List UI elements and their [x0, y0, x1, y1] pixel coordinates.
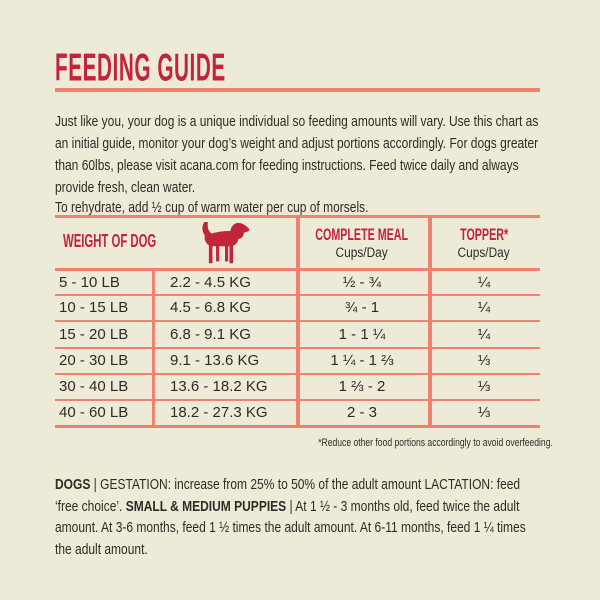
table-gridline: [296, 215, 300, 428]
cell-topper: ⅓: [477, 378, 491, 395]
cell-complete-meal: 1 ¼ - 1 ⅔: [330, 352, 394, 369]
cell-complete-meal: 1 ⅔ - 2: [338, 378, 386, 395]
column-header-weight: WEIGHT OF DOG: [63, 215, 211, 268]
cell-complete-meal: ¾ - 1: [344, 299, 380, 316]
cell-topper: ¼: [477, 299, 491, 316]
table-footnote: *Reduce other food portions accordingly …: [318, 437, 553, 449]
cell-complete-meal: 1 - 1 ¼: [338, 326, 386, 343]
cell-topper: ¼: [477, 274, 491, 291]
cell-topper: ⅓: [477, 352, 491, 369]
intro-paragraph: Just like you, your dog is a unique indi…: [55, 113, 539, 196]
title-underline-divider: [55, 88, 540, 92]
dog-silhouette-icon: [202, 222, 250, 264]
table-gridline: [428, 215, 432, 428]
cell-weight-lb: 5 - 10 LB: [59, 274, 120, 291]
table-row: 30 - 40 LB 13.6 - 18.2 KG 1 ⅔ - 2 ⅓: [55, 375, 540, 398]
cell-weight-kg: 9.1 - 13.6 KG: [170, 352, 260, 369]
cell-weight-kg: 6.8 - 9.1 KG: [170, 326, 251, 343]
rehydrate-note: To rehydrate, add ½ cup of warm water pe…: [55, 199, 369, 216]
column-header-complete-meal-units: Cups/Day: [335, 245, 389, 260]
column-header-weight-label: WEIGHT OF DOG: [63, 231, 157, 251]
table-row: 5 - 10 LB 2.2 - 4.5 KG ½ - ¾ ¼: [55, 271, 540, 294]
cell-topper: ⅓: [477, 404, 491, 421]
page-title: FEEDING GUIDE: [55, 46, 226, 90]
cell-topper: ¼: [477, 326, 491, 343]
cell-weight-kg: 13.6 - 18.2 KG: [170, 378, 268, 395]
table-row: 40 - 60 LB 18.2 - 27.3 KG 2 - 3 ⅓: [55, 401, 540, 424]
column-header-topper-label: TOPPER*: [459, 225, 509, 244]
feeding-table: WEIGHT OF DOG COMPLETE MEAL Cups/Day TOP…: [55, 215, 540, 431]
table-row: 20 - 30 LB 9.1 - 13.6 KG 1 ¼ - 1 ⅔ ⅓: [55, 349, 540, 372]
table-row: 15 - 20 LB 6.8 - 9.1 KG 1 - 1 ¼ ¼: [55, 323, 540, 346]
cell-weight-kg: 2.2 - 4.5 KG: [170, 274, 251, 291]
cell-weight-lb: 30 - 40 LB: [59, 378, 129, 395]
table-gridline: [152, 268, 155, 428]
column-header-topper: TOPPER* Cups/Day: [428, 215, 540, 268]
cell-complete-meal: ½ - ¾: [342, 274, 382, 291]
cell-weight-lb: 10 - 15 LB: [59, 299, 129, 316]
column-header-topper-units: Cups/Day: [457, 245, 511, 260]
table-row: 10 - 15 LB 4.5 - 6.8 KG ¾ - 1 ¼: [55, 296, 540, 319]
cell-weight-lb: 20 - 30 LB: [59, 352, 129, 369]
cell-weight-lb: 40 - 60 LB: [59, 404, 129, 421]
cell-weight-lb: 15 - 20 LB: [59, 326, 129, 343]
column-header-complete-meal: COMPLETE MEAL Cups/Day: [296, 215, 428, 268]
cell-weight-kg: 18.2 - 27.3 KG: [170, 404, 268, 421]
cell-complete-meal: 2 - 3: [346, 404, 377, 421]
cell-weight-kg: 4.5 - 6.8 KG: [170, 299, 251, 316]
care-notes-paragraph: DOGS | GESTATION: increase from 25% to 5…: [55, 476, 526, 558]
column-header-complete-meal-label: COMPLETE MEAL: [315, 225, 409, 244]
